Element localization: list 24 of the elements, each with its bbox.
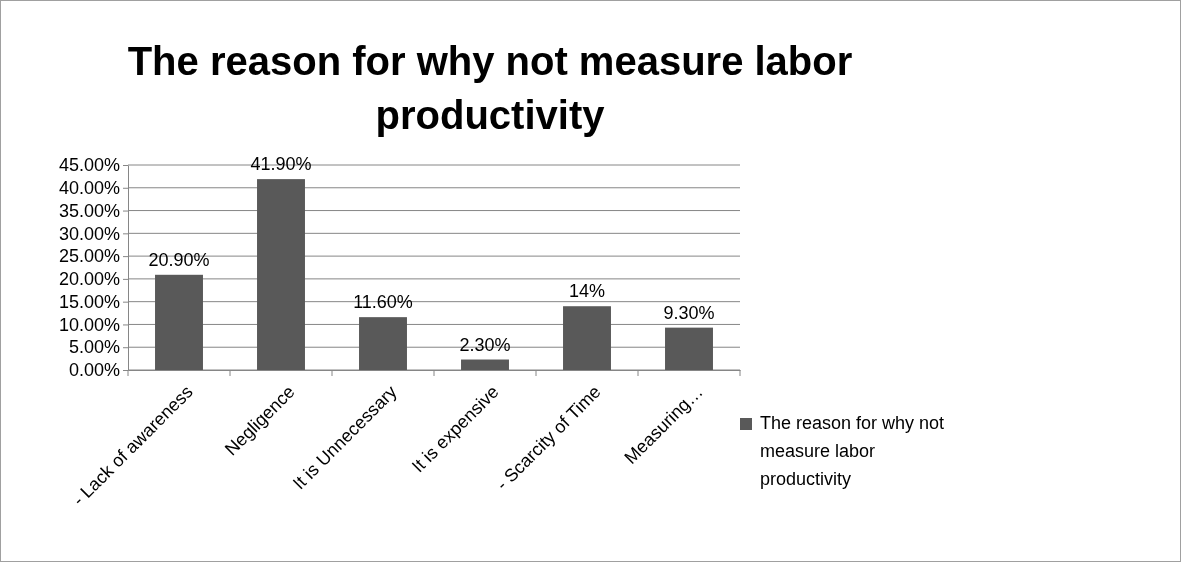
bar	[257, 179, 305, 370]
y-tick-label: 35.00%	[58, 200, 120, 221]
data-label: 11.60%	[353, 292, 413, 313]
bar	[665, 327, 713, 370]
y-tick-label: 15.00%	[58, 291, 120, 312]
y-tick-label: 20.00%	[58, 269, 120, 290]
y-tick-label: 0.00%	[68, 360, 120, 381]
bar	[461, 359, 509, 370]
data-label: 20.90%	[148, 249, 210, 270]
data-label: 2.30%	[459, 334, 511, 355]
data-label: 41.90%	[250, 154, 312, 175]
bar	[359, 317, 407, 370]
data-label: 9.30%	[663, 302, 715, 323]
legend-label: The reason for why not measure labor productivity	[760, 413, 945, 489]
y-tick-label: 45.00%	[58, 155, 120, 176]
data-label: 14%	[568, 281, 606, 302]
bar	[563, 306, 611, 370]
bar	[155, 274, 203, 370]
y-tick-label: 40.00%	[58, 178, 120, 199]
y-tick-label: 30.00%	[58, 223, 120, 244]
y-tick-label: 10.00%	[58, 314, 120, 335]
y-tick-label: 5.00%	[68, 337, 120, 358]
y-tick-label: 25.00%	[58, 246, 120, 267]
chart-title: The reason for why not measure labor productivity	[127, 39, 853, 137]
